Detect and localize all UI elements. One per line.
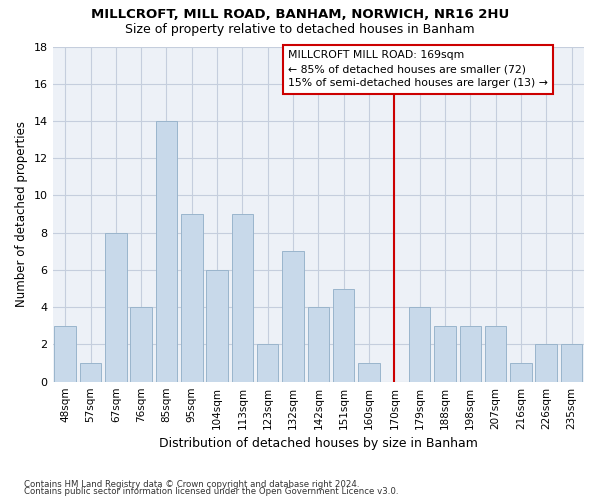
Bar: [358, 363, 380, 382]
X-axis label: Distribution of detached houses by size in Banham: Distribution of detached houses by size …: [159, 437, 478, 450]
Bar: [308, 307, 329, 382]
Bar: [409, 307, 430, 382]
Bar: [333, 288, 355, 382]
Y-axis label: Number of detached properties: Number of detached properties: [15, 121, 28, 307]
Bar: [156, 121, 177, 382]
Bar: [257, 344, 278, 382]
Bar: [105, 232, 127, 382]
Text: Size of property relative to detached houses in Banham: Size of property relative to detached ho…: [125, 22, 475, 36]
Text: Contains HM Land Registry data © Crown copyright and database right 2024.: Contains HM Land Registry data © Crown c…: [24, 480, 359, 489]
Bar: [206, 270, 228, 382]
Text: MILLCROFT MILL ROAD: 169sqm
← 85% of detached houses are smaller (72)
15% of sem: MILLCROFT MILL ROAD: 169sqm ← 85% of det…: [288, 50, 548, 88]
Bar: [282, 252, 304, 382]
Bar: [181, 214, 203, 382]
Bar: [80, 363, 101, 382]
Text: MILLCROFT, MILL ROAD, BANHAM, NORWICH, NR16 2HU: MILLCROFT, MILL ROAD, BANHAM, NORWICH, N…: [91, 8, 509, 20]
Bar: [55, 326, 76, 382]
Bar: [434, 326, 456, 382]
Bar: [561, 344, 582, 382]
Bar: [460, 326, 481, 382]
Bar: [130, 307, 152, 382]
Bar: [535, 344, 557, 382]
Text: Contains public sector information licensed under the Open Government Licence v3: Contains public sector information licen…: [24, 487, 398, 496]
Bar: [485, 326, 506, 382]
Bar: [510, 363, 532, 382]
Bar: [232, 214, 253, 382]
